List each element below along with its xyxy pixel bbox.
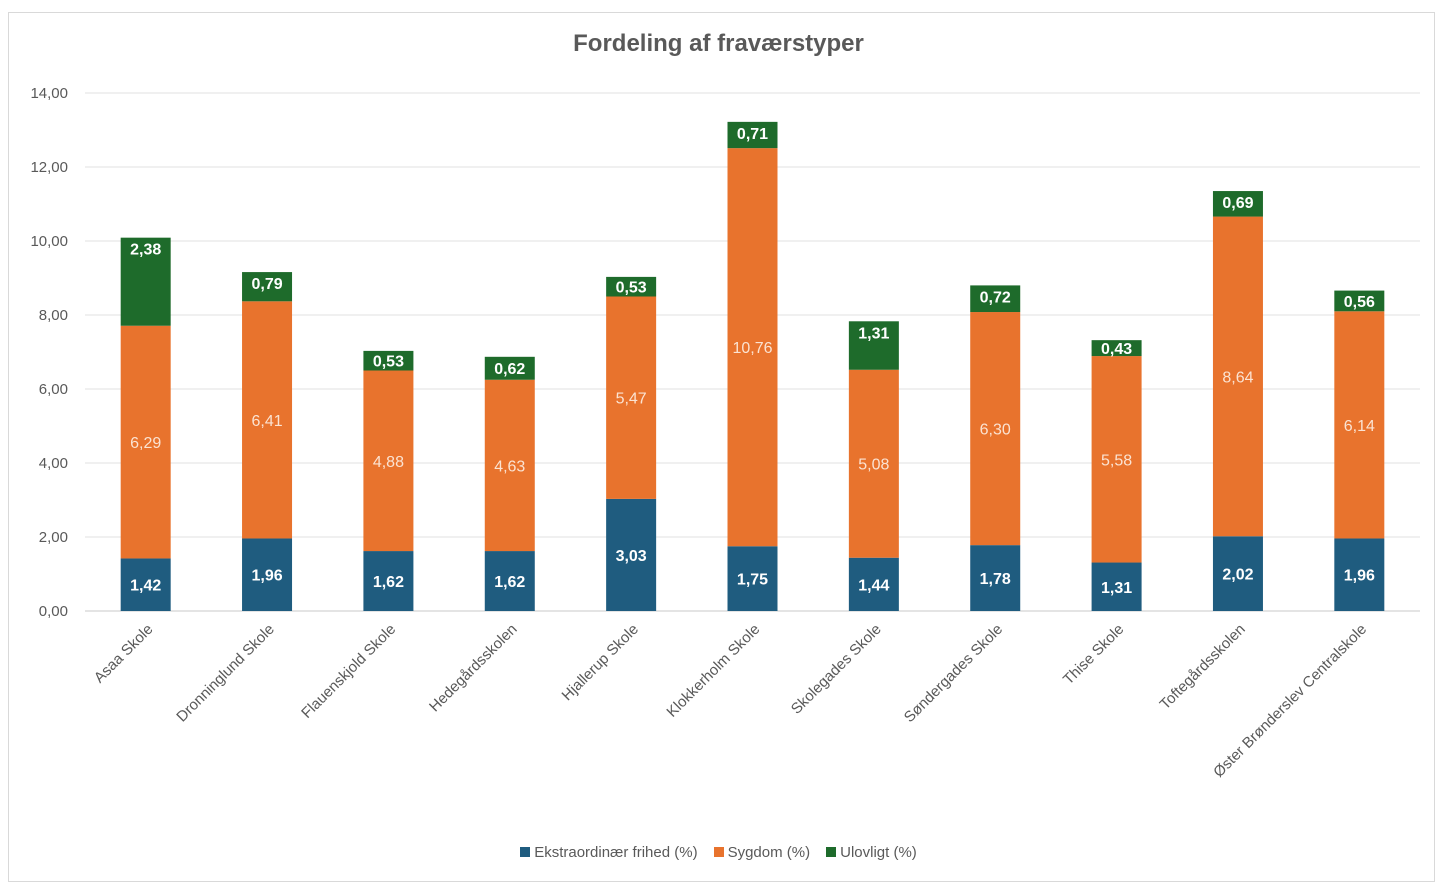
data-label: 1,62 <box>373 574 404 591</box>
data-label: 1,44 <box>858 577 889 594</box>
data-label: 0,79 <box>251 276 282 293</box>
data-label: 1,42 <box>130 578 161 595</box>
bar-segment <box>606 498 657 611</box>
bar-segment <box>1334 290 1385 312</box>
x-tick-label: Dronninglund Skole <box>173 621 278 726</box>
bar-segment <box>242 301 293 539</box>
bar-segment <box>484 356 535 380</box>
bar-segment <box>606 276 657 297</box>
bar-segment <box>970 312 1021 546</box>
bar-segment <box>848 369 899 558</box>
data-label: 0,62 <box>494 361 525 378</box>
x-tick-label: Skolegades Skole <box>788 621 885 718</box>
legend-label: Sygdom (%) <box>727 844 811 861</box>
bar-segment <box>484 551 535 611</box>
x-tick-label: Klokkerholm Skole <box>663 621 763 721</box>
y-tick-label: 2,00 <box>39 529 68 546</box>
x-tick-label: Hedegårdsskolen <box>426 621 521 716</box>
data-label: 0,53 <box>616 280 647 297</box>
y-tick-label: 12,00 <box>30 159 68 176</box>
data-label: 1,31 <box>858 325 889 342</box>
data-label: 0,71 <box>737 126 768 143</box>
bar-segment <box>120 325 171 559</box>
x-tick-label: Toftegårdsskolen <box>1157 621 1249 713</box>
data-label: 8,64 <box>1222 369 1253 386</box>
data-label: 0,69 <box>1222 195 1253 212</box>
data-label: 1,96 <box>1344 568 1375 585</box>
x-tick-label: Asaa Skole <box>91 621 157 687</box>
bar-segment <box>1212 536 1263 611</box>
data-label: 5,08 <box>858 457 889 474</box>
legend-swatch <box>520 847 531 857</box>
data-label: 2,38 <box>130 242 161 259</box>
legend-item: Ulovligt (%) <box>826 844 917 861</box>
legend-label: Ekstraordinær frihed (%) <box>534 844 698 861</box>
bar-segment <box>242 272 293 302</box>
legend-item: Sygdom (%) <box>713 844 811 861</box>
y-tick-label: 14,00 <box>30 85 68 102</box>
data-label: 1,75 <box>737 572 768 589</box>
x-tick-label: Flauenskjold Skole <box>298 621 399 722</box>
data-label: 6,14 <box>1344 418 1375 435</box>
y-tick-label: 4,00 <box>39 455 68 472</box>
bar-segment <box>1091 340 1142 357</box>
bar-segment <box>363 350 414 371</box>
legend-swatch <box>826 847 837 857</box>
x-tick-label: Hjallerup Skole <box>559 621 642 704</box>
chart-legend: Ekstraordinær frihed (%) Sygdom (%) Ulovli… <box>0 844 1437 861</box>
y-tick-label: 8,00 <box>39 307 68 324</box>
data-label: 6,41 <box>251 413 282 430</box>
bar-segment <box>120 558 171 611</box>
data-label: 0,43 <box>1101 341 1132 358</box>
data-label: 1,96 <box>251 568 282 585</box>
data-label: 0,53 <box>373 354 404 371</box>
bar-segment <box>1212 191 1263 217</box>
bar-segment <box>727 121 778 149</box>
data-label: 1,62 <box>494 574 525 591</box>
y-tick-label: 6,00 <box>39 381 68 398</box>
data-label: 0,72 <box>980 289 1011 306</box>
bar-segment <box>363 551 414 611</box>
bar-segment <box>363 370 414 552</box>
data-label: 4,63 <box>494 458 525 475</box>
bar-segment <box>727 148 778 547</box>
bar-segment <box>727 546 778 611</box>
bar-segment <box>1334 311 1385 539</box>
legend-label: Ulovligt (%) <box>840 844 917 861</box>
legend-item: Ekstraordinær frihed (%) <box>520 844 698 861</box>
legend-swatch <box>713 847 724 857</box>
data-label: 10,76 <box>732 340 772 357</box>
x-tick-label: Thise Skole <box>1060 621 1127 688</box>
bar-segment <box>848 557 899 611</box>
data-label: 6,30 <box>980 422 1011 439</box>
bar-segment <box>970 285 1021 313</box>
data-label: 3,03 <box>616 548 647 565</box>
bar-segment <box>606 296 657 499</box>
data-label: 4,88 <box>373 454 404 471</box>
bar-segment <box>484 379 535 552</box>
x-tick-label: Søndergades Skole <box>901 621 1006 726</box>
data-label: 6,29 <box>130 435 161 452</box>
data-label: 1,78 <box>980 571 1011 588</box>
bar-segment <box>848 321 899 370</box>
data-label: 5,47 <box>616 391 647 408</box>
data-label: 0,56 <box>1344 294 1375 311</box>
bar-segment <box>1091 356 1142 563</box>
data-label: 1,31 <box>1101 580 1132 597</box>
bar-segment <box>970 545 1021 611</box>
y-tick-label: 0,00 <box>39 603 68 620</box>
bar-segment <box>1091 562 1142 611</box>
data-label: 2,02 <box>1222 567 1253 584</box>
bar-segment <box>242 538 293 611</box>
bar-segment <box>120 237 171 326</box>
chart-title: Fordeling af fraværstyper <box>573 30 864 57</box>
data-label: 5,58 <box>1101 452 1132 469</box>
y-tick-label: 10,00 <box>30 233 68 250</box>
bar-segment <box>1212 216 1263 537</box>
bar-segment <box>1334 538 1385 611</box>
